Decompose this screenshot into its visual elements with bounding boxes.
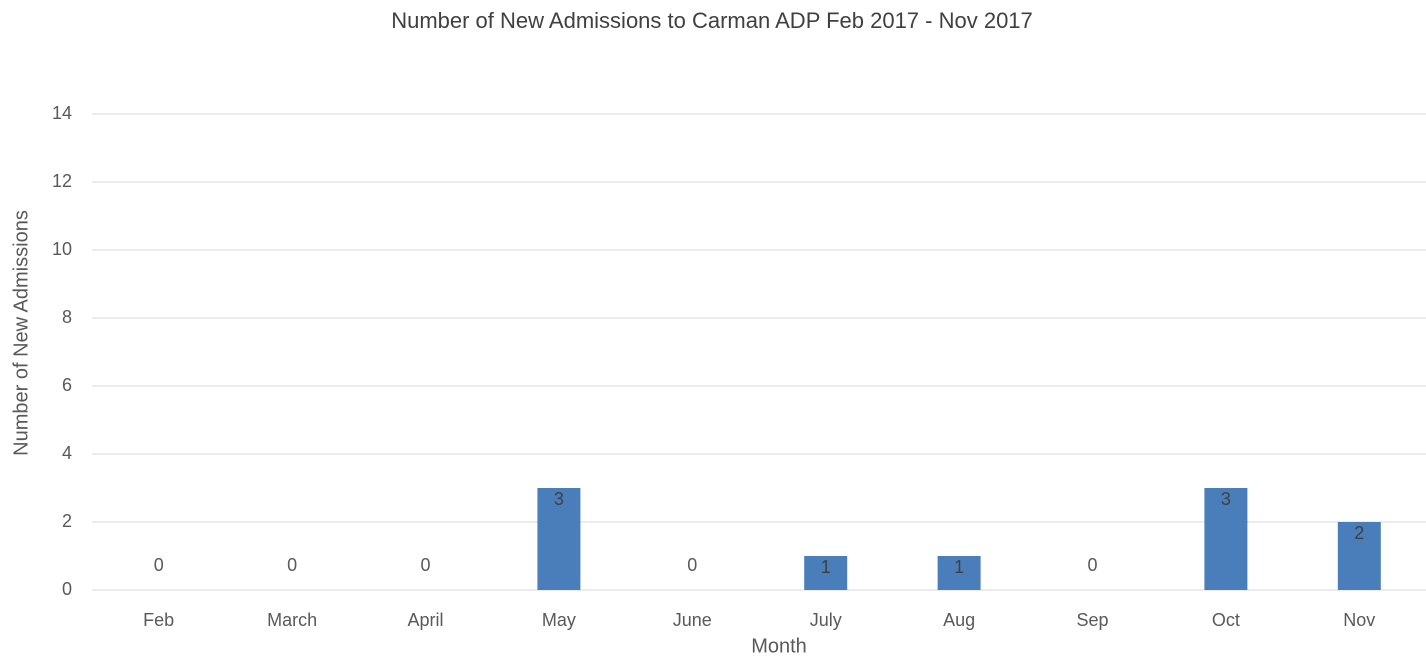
data-label: 2 [1354, 523, 1364, 543]
y-tick-label: 6 [62, 375, 72, 395]
data-label: 0 [154, 555, 164, 575]
y-tick-label: 14 [52, 103, 72, 123]
y-tick-label: 8 [62, 307, 72, 327]
data-label: 0 [420, 555, 430, 575]
data-label: 0 [687, 555, 697, 575]
x-tick-label: July [810, 610, 842, 630]
bar [1337, 522, 1381, 590]
data-label: 1 [821, 557, 831, 577]
bar [537, 488, 581, 590]
chart-title: Number of New Admissions to Carman ADP F… [391, 8, 1033, 33]
data-label: 0 [287, 555, 297, 575]
x-tick-label: Sep [1076, 610, 1108, 630]
y-tick-label: 12 [52, 171, 72, 191]
x-tick-label: Feb [143, 610, 174, 630]
x-axis-label: Month [751, 635, 807, 657]
x-tick-label: June [673, 610, 712, 630]
bar [1204, 488, 1248, 590]
data-label: 0 [1087, 555, 1097, 575]
x-tick-label: Oct [1212, 610, 1240, 630]
y-tick-label: 2 [62, 511, 72, 531]
x-tick-label: May [542, 610, 576, 630]
y-axis-label: Number of New Admissions [10, 210, 32, 456]
x-tick-label: April [407, 610, 443, 630]
bar [804, 556, 848, 590]
y-tick-label: 0 [62, 579, 72, 599]
bar [937, 556, 981, 590]
data-label: 1 [954, 557, 964, 577]
x-tick-label: Aug [943, 610, 975, 630]
y-tick-label: 4 [62, 443, 72, 463]
x-tick-label: March [267, 610, 317, 630]
data-label: 3 [1221, 489, 1231, 509]
y-tick-label: 10 [52, 239, 72, 259]
x-tick-label: Nov [1343, 610, 1375, 630]
data-label: 3 [554, 489, 564, 509]
